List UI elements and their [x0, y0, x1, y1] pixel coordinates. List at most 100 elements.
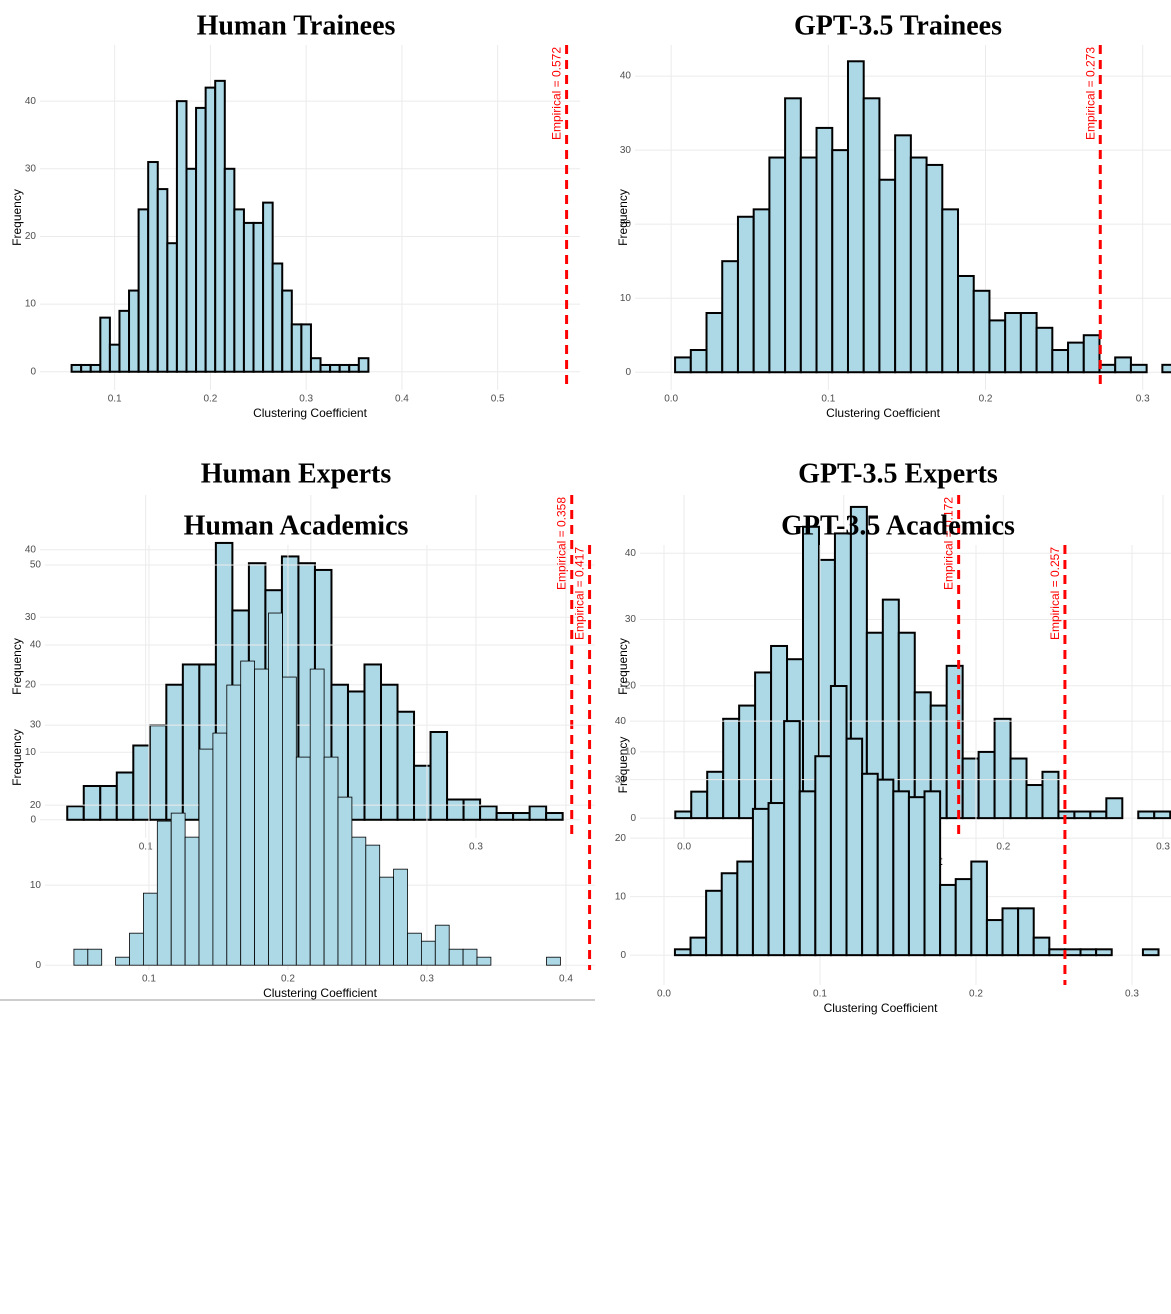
bar [429, 730, 449, 821]
bar [323, 756, 339, 966]
bar [1009, 757, 1028, 820]
panel: GPT-3.5 Experts0102030400.00.10.20.3Clus… [616, 458, 1171, 868]
bar [1098, 363, 1117, 374]
bar [300, 323, 312, 373]
bar [226, 684, 242, 966]
bar [271, 262, 284, 373]
y-tick-label: 0 [30, 366, 36, 377]
bar [337, 796, 353, 966]
bars [674, 60, 1171, 374]
bar [446, 798, 465, 821]
bar [357, 357, 370, 373]
y-axis-label: Frequency [10, 189, 24, 246]
bar [985, 919, 1004, 957]
bar [204, 86, 217, 373]
bar [252, 221, 265, 373]
bar [768, 156, 787, 374]
bar [329, 363, 341, 373]
panel: Human Trainees 0 10 20 30 40 0.1 0.2 0.3 0.4 0.5 Cl… [10, 10, 580, 420]
y-tick-label: 10 [615, 891, 627, 902]
y-tick-label: 40 [625, 548, 637, 559]
bar [705, 312, 724, 374]
y-tick-label: 20 [25, 679, 37, 690]
bar [970, 860, 988, 957]
x-axis-label: Clustering Coefficient [263, 986, 378, 1000]
bar [876, 778, 895, 957]
bar [954, 878, 973, 957]
bar [1114, 356, 1132, 374]
bar [476, 956, 492, 966]
bar [878, 178, 897, 374]
bar [1105, 797, 1124, 820]
bar [1073, 810, 1092, 820]
bar [108, 343, 121, 373]
x-tick-label: 0.2 [979, 394, 993, 405]
bar [941, 208, 960, 374]
empirical-label: Empirical = 0.172 [942, 497, 956, 590]
x-tick-label: 0.2 [203, 394, 217, 405]
bars [673, 685, 1160, 957]
x-axis-label: Clustering Coefficient [826, 406, 941, 420]
bar [223, 167, 236, 373]
empirical-label: Empirical = 0.572 [550, 47, 564, 140]
y-tick-label: 0 [30, 814, 36, 825]
bar [977, 750, 996, 820]
bar [319, 363, 332, 373]
bar [897, 631, 916, 820]
bar [137, 208, 150, 373]
bar [175, 100, 188, 373]
bar [767, 802, 786, 957]
x-tick-label: 0.1 [821, 394, 835, 405]
bar [862, 97, 881, 374]
bar [73, 948, 89, 966]
bar [82, 785, 102, 821]
y-tick-label: 20 [25, 231, 37, 242]
y-tick-label: 10 [30, 880, 42, 891]
y-axis-label: Frequency [10, 638, 24, 695]
chart-title: GPT-3.5 Academics [781, 510, 1015, 541]
x-tick-label: 0.3 [1125, 989, 1139, 1000]
bar [1004, 312, 1022, 374]
bar [1041, 770, 1060, 820]
bar [736, 215, 755, 374]
bar [1017, 907, 1035, 957]
bar [233, 208, 245, 373]
bar [309, 668, 325, 966]
bar [181, 663, 201, 821]
bar [720, 872, 739, 957]
bar [892, 790, 910, 957]
y-tick-label: 30 [25, 612, 37, 623]
bar [254, 668, 269, 966]
bar [1063, 948, 1082, 957]
bar [831, 149, 849, 374]
bar [1019, 312, 1038, 374]
bar [923, 790, 942, 957]
bar [1095, 948, 1113, 957]
y-tick-label: 0 [35, 960, 41, 971]
empirical-label: Empirical = 0.358 [555, 497, 569, 590]
bar [185, 167, 198, 373]
bar [545, 812, 564, 821]
bar [351, 836, 367, 966]
y-tick-label: 20 [30, 800, 42, 811]
bar [1025, 784, 1044, 820]
bar [166, 242, 178, 373]
bar [262, 201, 274, 373]
chart-title: Human Academics [184, 510, 409, 541]
x-tick-label: 0.1 [813, 989, 827, 1000]
bar [338, 363, 351, 373]
bar [348, 363, 360, 373]
bar [309, 357, 322, 373]
bar [784, 97, 802, 374]
x-tick-label: 0.2 [969, 989, 983, 1000]
bar [495, 812, 515, 821]
bar [690, 790, 709, 820]
bar [907, 796, 926, 957]
bar [115, 771, 135, 821]
bar [80, 363, 92, 373]
bar [462, 948, 478, 966]
bar [939, 883, 957, 957]
y-tick-label: 0 [625, 367, 631, 378]
bar [115, 956, 130, 966]
bar [99, 316, 111, 373]
